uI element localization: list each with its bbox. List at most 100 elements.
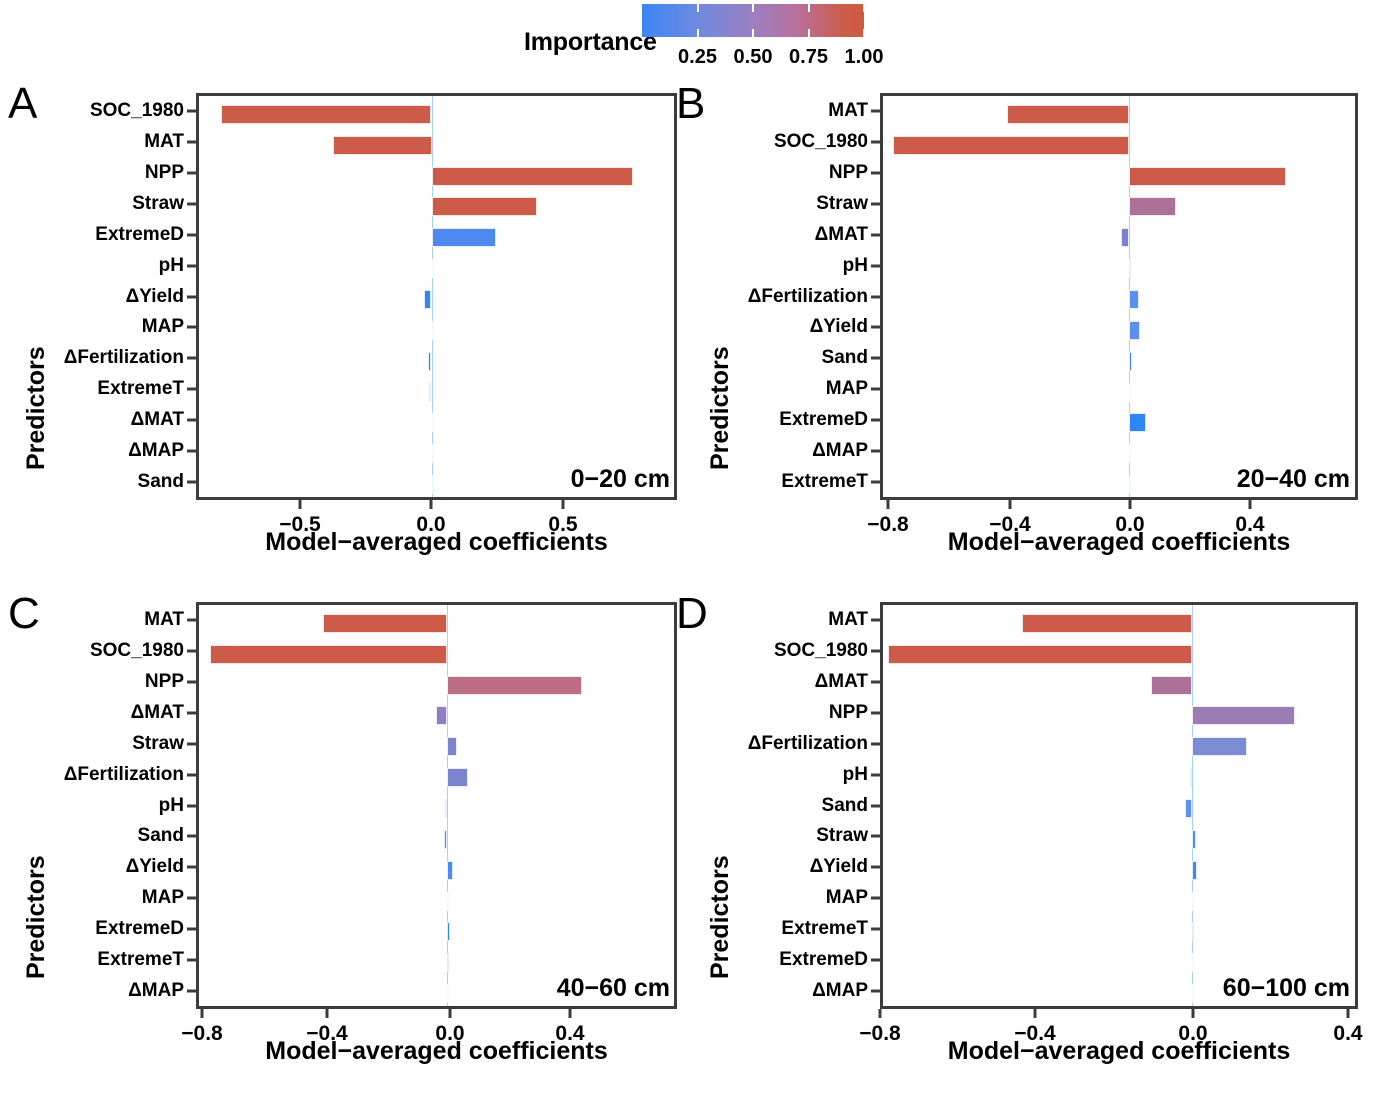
- x-axis-tick-label: −0.4: [1014, 1022, 1056, 1045]
- bar: [447, 891, 450, 911]
- y-axis-title: Predictors: [22, 346, 50, 470]
- y-axis-label: ExtremeT: [781, 470, 868, 492]
- x-axis-title: Model−averaged coefficients: [947, 1037, 1291, 1065]
- y-axis-label: SOC_1980: [89, 640, 184, 662]
- bar: [1192, 737, 1247, 757]
- x-axis-tick-label: 0.0: [435, 1022, 465, 1045]
- depth-annotation: 20−40 cm: [1236, 465, 1350, 493]
- bar: [431, 259, 434, 279]
- y-axis-label: MAP: [825, 887, 868, 909]
- bar: [444, 829, 448, 849]
- colorbar-tick: [752, 4, 754, 12]
- y-axis-label: ΔYield: [809, 316, 868, 338]
- y-axis-tick: [187, 865, 196, 869]
- y-axis-tick: [871, 804, 880, 807]
- y-axis-label: pH: [158, 794, 184, 816]
- colorbar-tick-label: 0.25: [678, 46, 717, 68]
- y-axis-label: Straw: [816, 192, 868, 214]
- bar: [447, 984, 450, 1004]
- y-axis-tick: [187, 140, 196, 144]
- panel-letter: A: [8, 79, 38, 128]
- y-axis-label: ΔMAP: [812, 979, 868, 1001]
- x-axis-title: Model−averaged coefficients: [265, 528, 608, 556]
- y-axis-title: Predictors: [706, 855, 734, 979]
- bar: [1129, 382, 1132, 402]
- colorbar-tick: [807, 4, 810, 12]
- y-axis-tick: [871, 356, 880, 360]
- importance-colorbar: [642, 4, 865, 37]
- y-axis-label: pH: [842, 763, 868, 785]
- bar: [1192, 829, 1196, 849]
- x-axis-tick-label: 0.4: [1333, 1022, 1363, 1045]
- x-axis-tick-label: 0.4: [1235, 513, 1265, 536]
- colorbar-tick: [696, 4, 699, 12]
- y-axis-label: NPP: [828, 701, 868, 723]
- y-axis-tick: [187, 742, 196, 746]
- bar: [1129, 197, 1177, 217]
- y-axis-tick: [187, 418, 196, 422]
- bar: [1192, 922, 1194, 942]
- y-axis-tick: [871, 264, 880, 268]
- y-axis-tick: [871, 480, 880, 484]
- y-axis-label: SOC_1980: [89, 100, 184, 122]
- x-axis-tick: [1008, 500, 1012, 509]
- bar: [1192, 860, 1198, 880]
- panel-letter: C: [8, 589, 40, 638]
- y-axis-tick: [871, 834, 880, 838]
- colorbar-tick: [752, 29, 754, 37]
- y-axis-label: Sand: [137, 825, 184, 847]
- y-axis-tick: [187, 989, 196, 993]
- bar: [424, 290, 432, 309]
- x-axis-tick-label: −0.8: [859, 1022, 901, 1045]
- bar: [431, 228, 496, 248]
- y-axis-label: Sand: [137, 470, 184, 492]
- y-axis-tick: [187, 618, 196, 622]
- bar: [431, 444, 434, 464]
- y-axis-label: SOC_1980: [773, 131, 868, 153]
- y-axis-tick: [871, 649, 880, 653]
- x-axis-tick: [1128, 500, 1132, 509]
- y-axis-label: Sand: [821, 347, 868, 369]
- y-axis-label: ΔMAT: [814, 671, 868, 693]
- x-axis-tick: [448, 1009, 452, 1018]
- bar: [221, 104, 432, 124]
- depth-annotation: 60−100 cm: [1222, 974, 1350, 1002]
- y-axis-tick: [187, 649, 196, 653]
- x-axis-tick-label: 0.5: [548, 513, 578, 536]
- y-axis-title: Predictors: [706, 346, 734, 470]
- y-axis-tick: [187, 325, 196, 329]
- x-axis-title: Model−averaged coefficients: [265, 1037, 608, 1065]
- x-axis-tick: [1346, 1009, 1350, 1018]
- y-axis-tick: [871, 680, 880, 684]
- y-axis-label: NPP: [144, 671, 184, 693]
- bar: [447, 675, 583, 695]
- y-axis-label: ExtremeD: [95, 223, 184, 245]
- y-axis-label: ΔFertilization: [747, 285, 868, 307]
- x-axis-tick-label: −0.8: [181, 1022, 223, 1045]
- y-axis-tick: [871, 418, 880, 422]
- y-axis-tick: [871, 171, 880, 175]
- y-axis-tick: [871, 618, 880, 622]
- y-axis-label: ExtremeT: [781, 917, 868, 939]
- y-axis-tick: [187, 387, 196, 391]
- colorbar-tick: [863, 4, 865, 12]
- y-axis-label: Straw: [816, 825, 868, 847]
- y-axis-tick: [187, 958, 196, 962]
- bar: [1120, 228, 1130, 248]
- bar: [1185, 799, 1192, 818]
- bar: [447, 860, 454, 880]
- bar: [1022, 613, 1192, 633]
- x-axis-tick: [200, 1009, 204, 1018]
- bar: [445, 799, 448, 818]
- bar: [447, 922, 451, 942]
- bar: [431, 413, 434, 433]
- y-axis-label: Straw: [132, 732, 184, 754]
- x-axis-tick-label: 0.0: [1115, 513, 1145, 536]
- bar: [1151, 675, 1192, 695]
- colorbar-tick: [696, 29, 699, 37]
- y-axis-tick: [871, 958, 880, 962]
- bar: [1129, 444, 1132, 464]
- y-axis-label: ΔMAT: [814, 223, 868, 245]
- x-axis-tick-label: 0.0: [416, 513, 446, 536]
- x-axis-tick: [561, 500, 565, 509]
